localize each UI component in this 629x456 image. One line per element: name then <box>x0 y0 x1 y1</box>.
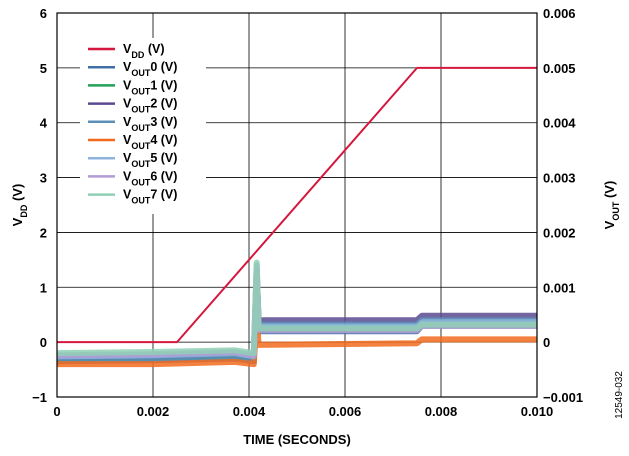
y-left-axis-label: VDD (V) <box>10 184 29 227</box>
x-tick-label: 0 <box>53 404 60 419</box>
x-axis-label: TIME (SECONDS) <box>243 432 351 447</box>
figure-id: 12549-032 <box>614 371 625 419</box>
y-left-tick-label: 0 <box>40 335 47 350</box>
y-left-tick-label: 3 <box>40 171 47 186</box>
legend-label: VOUT1 (V) <box>123 78 177 96</box>
series-line <box>57 66 537 344</box>
legend: VDD (V)VOUT0 (V)VOUT1 (V)VOUT2 (V)VOUT3 … <box>80 38 206 214</box>
y-right-tick-label: 0.001 <box>543 280 576 295</box>
legend-label: VOUT7 (V) <box>123 188 177 206</box>
y-right-tick-label: 0.003 <box>543 171 576 186</box>
y-right-axis-label: VOUT (V) <box>602 181 621 230</box>
y-left-tick-label: 5 <box>40 61 47 76</box>
legend-label: VOUT4 (V) <box>123 133 177 151</box>
y-left-tick-label: 4 <box>40 116 48 131</box>
y-left-tick-label: −1 <box>32 390 47 405</box>
legend-label: VOUT5 (V) <box>123 151 177 169</box>
legend-label: VOUT0 (V) <box>123 60 177 78</box>
x-tick-label: 0.004 <box>233 404 266 419</box>
x-tick-label: 0.010 <box>521 404 554 419</box>
y-right-tick-label: 0 <box>543 335 550 350</box>
x-tick-label: 0.006 <box>329 404 362 419</box>
x-tick-label: 0.002 <box>137 404 170 419</box>
y-left-tick-label: 6 <box>40 6 47 21</box>
series-line <box>56 259 537 357</box>
x-tick-label: 0.008 <box>425 404 458 419</box>
y-right-tick-label: 0.002 <box>543 225 576 240</box>
y-left-tick-label: 2 <box>40 225 47 240</box>
series-lines <box>56 66 537 368</box>
legend-label: VOUT3 (V) <box>123 115 177 133</box>
legend-label: VOUT6 (V) <box>123 169 177 187</box>
legend-label: VDD (V) <box>123 42 164 60</box>
y-right-tick-label: 0.004 <box>543 116 576 131</box>
y-right-tick-label: 0.006 <box>543 6 576 21</box>
y-right-tick-label: −0.001 <box>543 390 583 405</box>
y-right-tick-label: 0.005 <box>543 61 576 76</box>
y-right-tick-labels: −0.001 0 0.001 0.002 0.003 0.004 0.005 0.006 <box>543 6 583 405</box>
legend-label: VOUT2 (V) <box>123 97 177 115</box>
plot-area-frame <box>56 12 538 398</box>
x-tick-labels: 0 0.002 0.004 0.006 0.008 0.010 <box>53 404 553 419</box>
y-left-tick-label: 1 <box>40 280 47 295</box>
y-left-tick-labels: −1 0 1 2 3 4 5 6 <box>32 6 48 405</box>
